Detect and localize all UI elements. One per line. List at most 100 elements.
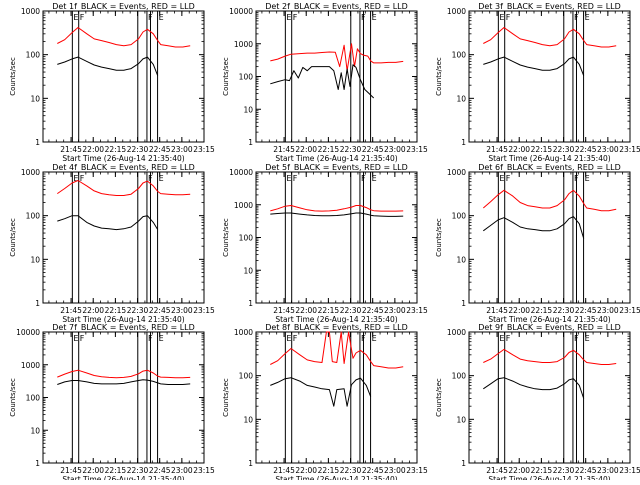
x-tick-label: 23:00 <box>171 466 193 475</box>
time-marker-label: E <box>159 13 164 22</box>
y-tick-label: 1 <box>461 459 466 468</box>
x-tick-label: 23:00 <box>597 466 619 475</box>
x-tick-label: 22:45 <box>362 145 384 154</box>
x-tick-label: 22:00 <box>508 306 530 315</box>
chart-panel-1: Det 1f_BLACK = Events, RED = LLD 1 10 100 10… <box>9 2 215 163</box>
x-tick-label: 22:00 <box>508 145 530 154</box>
time-marker-label: F <box>506 334 511 343</box>
x-tick-label: 22:45 <box>575 145 597 154</box>
time-marker-label: E <box>499 174 504 183</box>
y-tick-label: 100 <box>239 234 254 243</box>
x-axis-label: Start Time (26-Aug-14 21:35:40) <box>488 315 610 324</box>
y-tick-label: 1 <box>461 138 466 147</box>
x-tick-label: 22:30 <box>127 306 149 315</box>
x-tick-label: 23:15 <box>193 145 215 154</box>
x-tick-label: 23:15 <box>619 306 640 315</box>
x-tick-label: 22:30 <box>127 145 149 154</box>
x-tick-label: 22:15 <box>531 466 553 475</box>
lld-series-line <box>483 27 617 48</box>
lld-series-line <box>270 205 404 212</box>
chart-title: Det 5f_BLACK = Events, RED = LLD <box>265 163 408 172</box>
x-tick-label: 21:45 <box>486 145 508 154</box>
x-tick-label: 21:45 <box>60 306 82 315</box>
chart-panel-3: Det 3f_BLACK = Events, RED = LLD 1 10 100 10… <box>435 2 640 163</box>
y-axis-label: Counts/sec <box>435 378 443 417</box>
x-tick-label: 23:15 <box>406 145 428 154</box>
chart-title: Det 1f_BLACK = Events, RED = LLD <box>52 2 195 11</box>
x-tick-label: 22:45 <box>149 145 171 154</box>
plot-frame <box>255 171 418 304</box>
time-marker-label: E <box>159 334 164 343</box>
plot-frame <box>255 10 418 143</box>
time-marker-label: E <box>372 334 377 343</box>
y-axis-label: Counts/sec <box>9 218 17 257</box>
y-tick-label: 1000 <box>234 328 253 337</box>
plot-frame <box>255 331 418 464</box>
y-tick-label: 1000 <box>447 328 466 337</box>
y-axis-label: Counts/sec <box>435 218 443 257</box>
time-marker-label: E <box>73 334 78 343</box>
x-tick-label: 23:00 <box>597 306 619 315</box>
x-tick-label: 21:45 <box>273 145 295 154</box>
x-tick-label: 22:45 <box>362 466 384 475</box>
plot-frame <box>42 171 205 304</box>
y-tick-label: 100 <box>452 212 467 221</box>
x-tick-label: 23:15 <box>619 145 640 154</box>
y-tick-label: 10 <box>456 415 466 424</box>
x-tick-label: 22:00 <box>508 466 530 475</box>
time-marker-label: E <box>499 334 504 343</box>
x-tick-label: 22:30 <box>553 145 575 154</box>
x-tick-label: 23:15 <box>406 466 428 475</box>
events-series-line <box>57 215 159 231</box>
time-marker-label: E <box>585 13 590 22</box>
y-tick-label: 1 <box>248 299 253 308</box>
events-series-line <box>270 377 372 407</box>
events-series-line <box>270 64 375 99</box>
events-series-line <box>483 216 585 239</box>
events-series-line <box>483 56 585 76</box>
time-marker-label: E <box>372 174 377 183</box>
chart-panel-2: Det 2f_BLACK = Events, RED = LLD 1 10 100 10… <box>222 2 428 163</box>
y-axis-label: Counts/sec <box>222 378 230 417</box>
lld-series-line <box>57 369 191 379</box>
y-tick-label: 10 <box>243 105 253 114</box>
x-tick-label: 23:15 <box>406 306 428 315</box>
chart-title: Det 4f_BLACK = Events, RED = LLD <box>52 163 195 172</box>
chart-panel-9: Det 9f_BLACK = Events, RED = LLD 1 10 100 10… <box>435 323 640 484</box>
x-tick-label: 22:00 <box>295 145 317 154</box>
time-marker-label: E <box>73 174 78 183</box>
time-marker-label: E <box>159 174 164 183</box>
x-tick-label: 23:00 <box>384 466 406 475</box>
plot-frame <box>42 10 205 143</box>
y-tick-label: 1000 <box>21 168 40 177</box>
x-tick-label: 22:30 <box>553 466 575 475</box>
y-tick-label: 10 <box>243 415 253 424</box>
chart-panel-4: Det 4f_BLACK = Events, RED = LLD 1 10 100 10… <box>9 163 215 324</box>
chart-title: Det 3f_BLACK = Events, RED = LLD <box>478 2 621 11</box>
x-tick-label: 23:15 <box>619 466 640 475</box>
y-tick-label: 10 <box>243 266 253 275</box>
x-tick-label: 22:15 <box>105 306 127 315</box>
x-tick-label: 23:00 <box>384 306 406 315</box>
chart-panel-8: Det 8f_BLACK = Events, RED = LLD 1 10 100 10… <box>222 323 428 484</box>
y-tick-label: 1000 <box>21 361 40 370</box>
chart-title: Det 6f_BLACK = Events, RED = LLD <box>478 163 621 172</box>
y-tick-label: 100 <box>239 372 254 381</box>
chart-title: Det 9f_BLACK = Events, RED = LLD <box>478 323 621 332</box>
lld-series-line <box>270 43 404 72</box>
events-series-line <box>57 379 191 385</box>
y-tick-label: 10000 <box>229 7 253 16</box>
time-marker-label: E <box>585 174 590 183</box>
time-marker-label: E <box>585 334 590 343</box>
y-axis-label: Counts/sec <box>9 378 17 417</box>
chart-panel-5: Det 5f_BLACK = Events, RED = LLD 1 10 100 10… <box>222 163 428 324</box>
x-axis-label: Start Time (26-Aug-14 21:35:40) <box>275 475 397 480</box>
y-tick-label: 1 <box>248 138 253 147</box>
events-series-line <box>57 56 159 76</box>
x-tick-label: 22:15 <box>318 145 340 154</box>
y-axis-label: Counts/sec <box>222 57 230 96</box>
y-tick-label: 1000 <box>21 7 40 16</box>
x-tick-label: 22:45 <box>575 466 597 475</box>
